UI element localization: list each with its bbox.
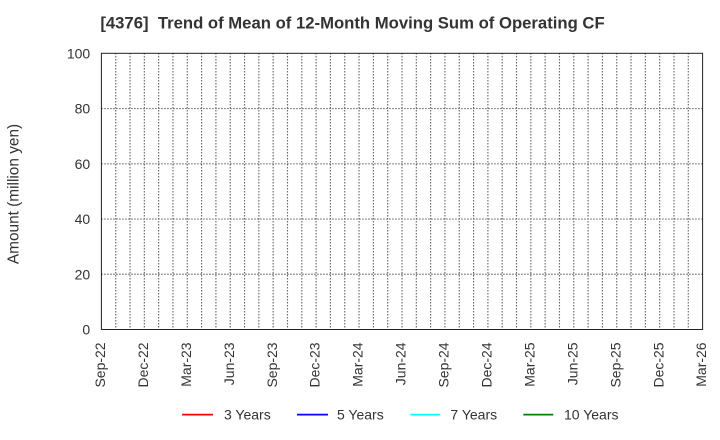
svg-text:100: 100 — [67, 45, 91, 61]
svg-text:[4376] Trend of Mean of 12-Mo: [4376] Trend of Mean of 12-Month Moving … — [100, 13, 604, 32]
svg-text:Dec-24: Dec-24 — [478, 342, 494, 387]
svg-text:Sep-24: Sep-24 — [436, 342, 452, 387]
svg-text:60: 60 — [75, 156, 91, 172]
svg-text:40: 40 — [75, 211, 91, 227]
svg-text:Mar-23: Mar-23 — [178, 342, 194, 387]
svg-text:Mar-25: Mar-25 — [521, 342, 537, 387]
svg-text:20: 20 — [75, 266, 91, 282]
svg-text:Mar-26: Mar-26 — [693, 342, 709, 387]
svg-text:10 Years: 10 Years — [564, 407, 619, 423]
svg-text:Sep-25: Sep-25 — [607, 342, 623, 387]
svg-text:7 Years: 7 Years — [450, 407, 497, 423]
svg-text:Dec-23: Dec-23 — [307, 342, 323, 387]
svg-text:0: 0 — [82, 322, 90, 338]
svg-text:5 Years: 5 Years — [337, 407, 384, 423]
svg-text:Mar-24: Mar-24 — [350, 342, 366, 387]
svg-text:Dec-25: Dec-25 — [650, 342, 666, 387]
svg-text:Jun-25: Jun-25 — [564, 342, 580, 385]
svg-text:Jun-23: Jun-23 — [221, 342, 237, 385]
svg-text:Dec-22: Dec-22 — [135, 342, 151, 387]
svg-text:80: 80 — [75, 101, 91, 117]
svg-text:3 Years: 3 Years — [224, 407, 271, 423]
svg-text:Amount (million yen): Amount (million yen) — [6, 124, 23, 264]
svg-text:Sep-23: Sep-23 — [264, 342, 280, 387]
svg-text:Sep-22: Sep-22 — [92, 342, 108, 387]
svg-text:Jun-24: Jun-24 — [393, 342, 409, 385]
